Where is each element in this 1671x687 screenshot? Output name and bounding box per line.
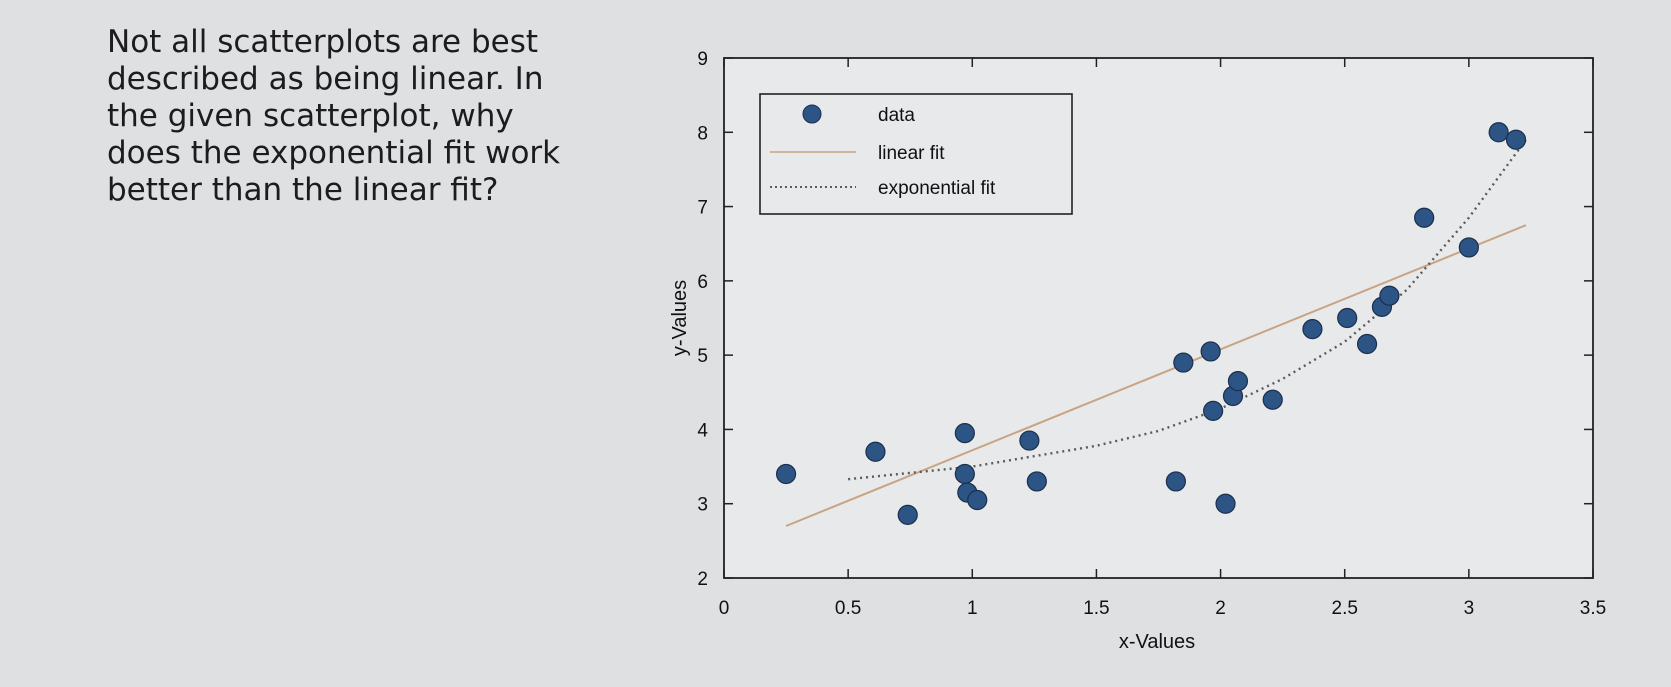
legend: data linear fit exponential fit <box>759 93 1073 215</box>
axis-ticks <box>723 57 1594 579</box>
legend-data-marker <box>802 104 822 124</box>
x-tick-label: 2.5 <box>1332 598 1358 619</box>
data-markers <box>775 122 1527 525</box>
x-tick-label: 1 <box>967 598 978 619</box>
data-point <box>954 463 975 485</box>
data-point <box>1488 122 1509 143</box>
y-tick-label: 2 <box>697 569 708 590</box>
x-tick-label: 0 <box>719 598 730 619</box>
data-point <box>1458 237 1479 258</box>
linear-fit-line <box>785 224 1527 527</box>
fit-lines <box>785 139 1527 527</box>
y-tick-label: 5 <box>697 346 708 367</box>
question-text: Not all scatterplots are best described … <box>107 24 561 208</box>
data-point <box>1215 493 1236 514</box>
y-tick-label: 9 <box>697 49 708 70</box>
data-point <box>1262 389 1283 410</box>
y-tick-label: 6 <box>697 272 708 293</box>
data-point <box>865 441 886 462</box>
x-axis-label: x-Values <box>1119 631 1195 653</box>
x-tick-label: 1.5 <box>1083 598 1109 619</box>
data-point <box>1302 319 1323 340</box>
y-tick-label: 4 <box>697 420 708 441</box>
data-point <box>1505 129 1527 150</box>
data-point <box>1200 341 1221 362</box>
legend-label-exponential-fit: exponential fit <box>878 178 996 199</box>
data-point <box>967 489 988 511</box>
data-point <box>775 463 797 485</box>
x-tick-label: 3.5 <box>1580 598 1606 619</box>
data-point <box>1165 471 1186 492</box>
tick-labels: 0 0.5 1 1.5 2 2.5 3 3.5 2 3 4 5 6 7 8 9 <box>697 49 1606 619</box>
data-point <box>1337 307 1358 329</box>
x-tick-label: 3 <box>1464 598 1475 619</box>
x-tick-label: 2 <box>1215 598 1226 619</box>
data-point <box>1379 285 1400 306</box>
y-tick-label: 8 <box>697 123 708 144</box>
legend-label-data: data <box>878 105 915 126</box>
data-point <box>1173 352 1194 373</box>
data-point <box>897 504 918 525</box>
y-tick-label: 7 <box>697 198 708 219</box>
legend-label-linear-fit: linear fit <box>878 143 945 164</box>
data-point <box>1019 430 1040 451</box>
data-point <box>1227 371 1249 392</box>
y-axis-label: y-Values <box>669 280 691 356</box>
data-point <box>954 423 975 444</box>
y-tick-label: 3 <box>697 495 708 516</box>
exponential-fit-line <box>848 139 1527 481</box>
data-point <box>1026 471 1047 492</box>
data-point <box>1203 400 1224 421</box>
x-tick-label: 0.5 <box>835 598 861 619</box>
data-point <box>1356 333 1378 355</box>
data-point <box>1414 207 1435 228</box>
